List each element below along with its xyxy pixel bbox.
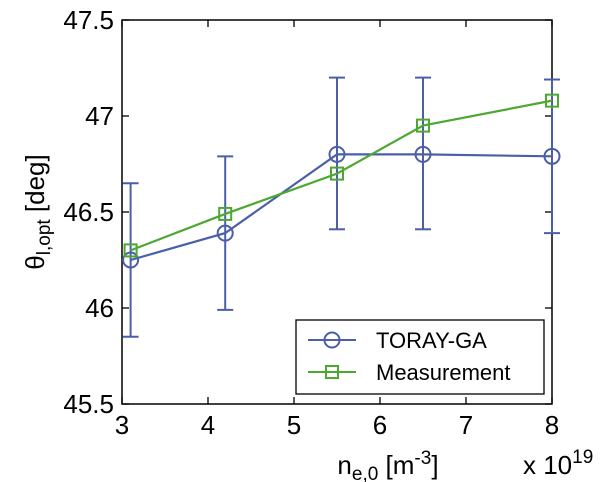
data-point-toray-ga — [122, 251, 140, 269]
data-point-measurement — [545, 93, 559, 108]
x-tick-label: 3 — [115, 410, 129, 440]
series-line-toray-ga — [130, 153, 553, 262]
data-point-toray-ga — [414, 145, 432, 163]
x-tick-label: 7 — [459, 410, 473, 440]
data-point-measurement — [218, 206, 233, 221]
data-point-toray-ga — [543, 147, 561, 165]
data-point-measurement — [123, 243, 138, 258]
legend-label-toray: TORAY-GA — [376, 328, 487, 353]
x-multiplier: x 1019 — [523, 447, 593, 480]
y-tick-label: 46.5 — [63, 197, 114, 227]
series-markers — [122, 93, 561, 269]
x-axis-label: ne,0 [m-3] — [337, 448, 438, 482]
x-tick-label: 4 — [201, 410, 215, 440]
y-axis-label: θl,opt [deg] — [20, 154, 55, 269]
data-point-measurement — [416, 118, 430, 133]
legend-marker-measurement — [325, 365, 339, 379]
legend: TORAY-GA Measurement — [295, 319, 545, 395]
x-tick-label: 6 — [373, 410, 387, 440]
x-tick-label: 5 — [287, 410, 301, 440]
data-point-measurement — [330, 166, 344, 181]
ticks: 3 4 5 6 7 8 45.5 46 46.5 47 47.5 — [63, 5, 559, 440]
y-tick-label: 47.5 — [63, 5, 114, 35]
data-point-toray-ga — [216, 224, 234, 242]
y-tick-label: 46 — [85, 293, 114, 323]
y-tick-label: 47 — [85, 101, 114, 131]
series-line-measurement — [130, 99, 553, 252]
legend-marker-toray — [323, 331, 341, 349]
data-point-toray-ga — [328, 145, 346, 163]
x-tick-label: 8 — [545, 410, 559, 440]
y-tick-label: 45.5 — [63, 389, 114, 419]
legend-label-measurement: Measurement — [376, 360, 511, 385]
series-lines — [130, 99, 553, 262]
legend-box — [295, 319, 545, 395]
